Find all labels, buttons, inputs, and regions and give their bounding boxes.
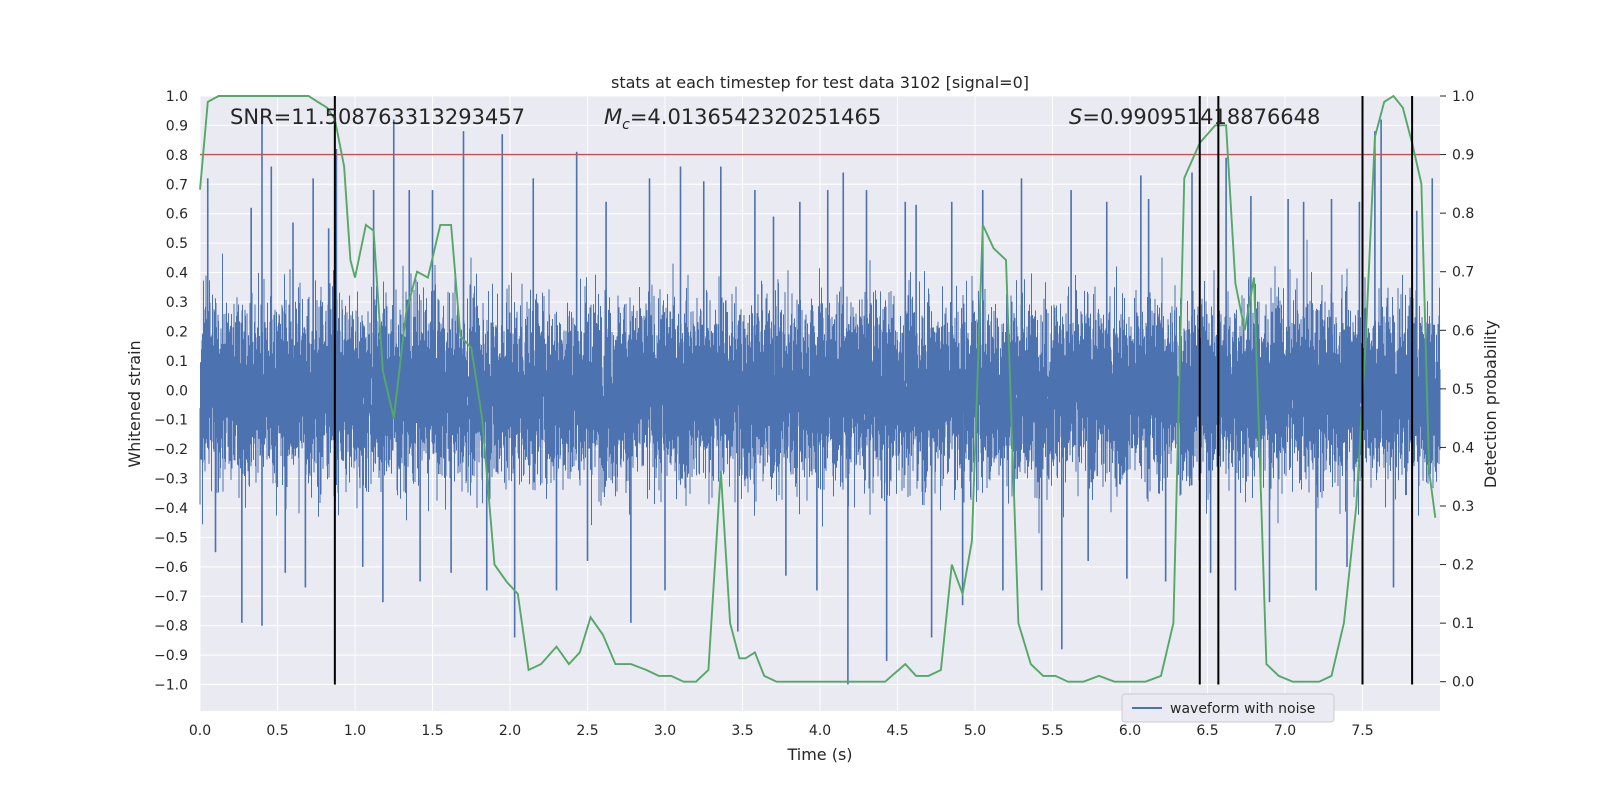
y-tick-label: 0.3 — [166, 295, 188, 311]
y-tick-label: 0.0 — [166, 383, 188, 399]
y-tick-label: −0.9 — [154, 648, 188, 664]
y-tick-label: 0.2 — [166, 324, 188, 340]
waveform-series — [199, 119, 1441, 685]
right-y-tick-label: 0.3 — [1452, 499, 1474, 515]
y-tick-labels: 1.0 0.9 0.8 0.7 0.6 0.5 0.4 0.3 0.2 0.1 0.0 −0.1 −0.… — [154, 89, 188, 694]
x-tick-label: 2.0 — [499, 723, 521, 739]
x-tick-label: 6.5 — [1196, 723, 1218, 739]
x-tick-label: 7.5 — [1351, 723, 1373, 739]
y-tick-label: −0.8 — [154, 619, 188, 635]
y-tick-label: −0.5 — [154, 530, 188, 546]
right-y-tick-label: 0.4 — [1452, 440, 1474, 456]
x-tick-label: 3.5 — [731, 723, 753, 739]
y-tick-label: 0.9 — [166, 118, 188, 134]
legend-label: waveform with noise — [1170, 701, 1315, 717]
y-tick-label: −0.7 — [154, 589, 188, 605]
x-tick-labels: 0.0 0.5 1.0 1.5 2.0 2.5 3.0 3.5 4.0 4.5 5.0 5.5 6.0 6… — [189, 723, 1374, 739]
y-axis-label: Whitened strain — [125, 340, 144, 467]
x-tick-label: 6.0 — [1119, 723, 1141, 739]
chart-title: stats at each timestep for test data 310… — [611, 73, 1029, 92]
x-tick-label: 3.0 — [654, 723, 676, 739]
x-tick-label: 0.5 — [266, 723, 288, 739]
waveform-trace — [199, 119, 1441, 685]
y-tick-label: 0.1 — [166, 354, 188, 370]
right-y-tick-label: 0.5 — [1452, 382, 1474, 398]
y-tick-label: 1.0 — [166, 89, 188, 105]
vertical-markers — [333, 96, 1414, 685]
right-y-tick-label: 0.7 — [1452, 265, 1474, 281]
x-tick-label: 5.5 — [1041, 723, 1063, 739]
x-tick-label: 4.0 — [809, 723, 831, 739]
x-tick-label: 4.5 — [886, 723, 908, 739]
chirp-mass-annotation: Mc=4.0136542320251465 — [604, 105, 881, 133]
y-tick-label: −0.1 — [154, 413, 188, 429]
right-y-tick-label: 1.0 — [1452, 89, 1474, 105]
y-tick-label: 0.5 — [166, 236, 188, 252]
probability-series — [199, 94, 1437, 683]
y-tick-label: −0.3 — [154, 472, 188, 488]
chirp-mass-symbol: M — [604, 105, 622, 129]
y-tick-label: 0.8 — [166, 148, 188, 164]
y-tick-label: −1.0 — [154, 678, 188, 694]
right-y-axis-label: Detection probability — [1481, 320, 1500, 488]
right-y-tick-label: 0.6 — [1452, 323, 1474, 339]
x-tick-label: 7.0 — [1274, 723, 1296, 739]
y-tick-label: −0.4 — [154, 501, 188, 517]
x-axis-label: Time (s) — [786, 745, 852, 764]
right-y-tick-label: 0.9 — [1452, 148, 1474, 164]
right-y-tick-label: 0.0 — [1452, 675, 1474, 691]
x-tick-label: 2.5 — [576, 723, 598, 739]
x-tick-label: 0.0 — [189, 723, 211, 739]
right-y-tick-label: 0.1 — [1452, 616, 1474, 632]
score-symbol: S — [1069, 105, 1082, 129]
score-value: =0.990951418876648 — [1082, 105, 1320, 129]
chirp-mass-value: =4.0136542320251465 — [630, 105, 881, 129]
y-tick-label: −0.2 — [154, 442, 188, 458]
y-tick-label: −0.6 — [154, 560, 188, 576]
x-tick-label: 1.5 — [421, 723, 443, 739]
snr-annotation: SNR=11.508763313293457 — [230, 105, 525, 129]
chirp-mass-subscript: c — [622, 117, 630, 133]
x-tick-label: 1.0 — [344, 723, 366, 739]
right-y-tick-labels: 1.0 0.9 0.8 0.7 0.6 0.5 0.4 0.3 0.2 0.1 0.0 — [1440, 89, 1474, 691]
right-y-tick-label: 0.2 — [1452, 558, 1474, 574]
y-tick-label: 0.4 — [166, 266, 188, 282]
right-y-tick-label: 0.8 — [1452, 206, 1474, 222]
y-tick-label: 0.7 — [166, 177, 188, 193]
y-tick-label: 0.6 — [166, 207, 188, 223]
x-tick-label: 5.0 — [964, 723, 986, 739]
legend: waveform with noise — [1121, 693, 1335, 723]
legend-box — [1121, 693, 1335, 723]
score-annotation: S=0.990951418876648 — [1069, 105, 1320, 129]
